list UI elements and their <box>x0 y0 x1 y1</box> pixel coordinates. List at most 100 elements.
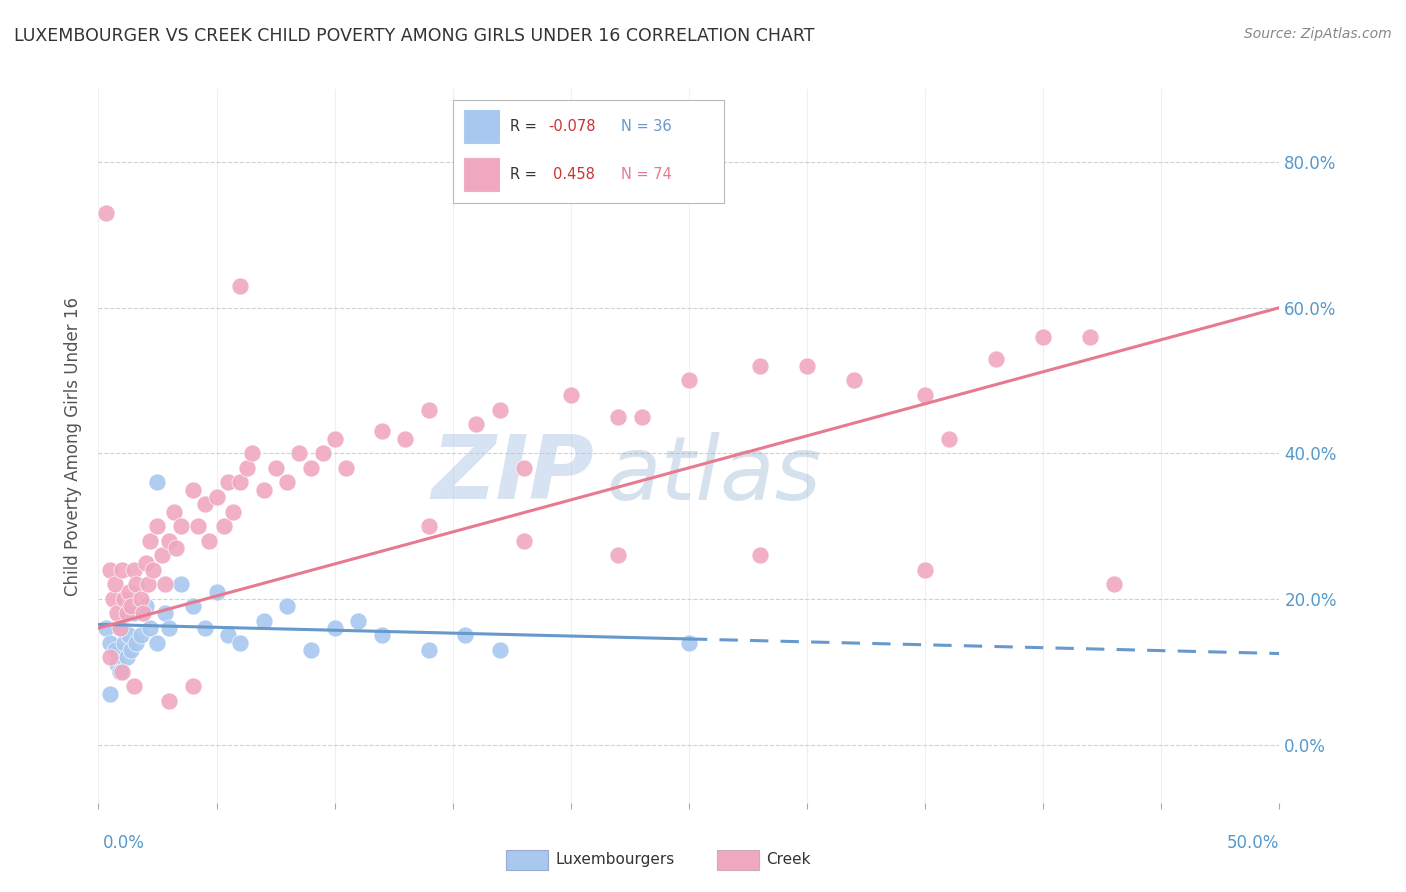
Point <box>914 388 936 402</box>
Point <box>135 556 157 570</box>
Point <box>205 490 228 504</box>
Point <box>796 359 818 373</box>
Point <box>142 563 165 577</box>
Point <box>104 577 127 591</box>
Point <box>323 621 346 635</box>
Point <box>150 548 173 562</box>
Point <box>217 475 239 490</box>
Point <box>844 374 866 388</box>
Point <box>105 657 128 672</box>
Point <box>129 628 152 642</box>
Point <box>323 432 346 446</box>
Point <box>132 607 155 621</box>
Point <box>105 607 128 621</box>
Point <box>938 432 960 446</box>
Point <box>98 687 121 701</box>
Point <box>170 577 193 591</box>
Point <box>121 599 143 614</box>
Point <box>112 635 135 649</box>
Point <box>94 206 117 220</box>
Point <box>194 497 217 511</box>
Point <box>253 483 276 497</box>
Point <box>170 519 193 533</box>
Point <box>136 577 159 591</box>
Point <box>101 591 124 606</box>
Point <box>146 475 169 490</box>
Point <box>108 621 131 635</box>
Point <box>299 460 322 475</box>
Point <box>165 541 187 555</box>
Point <box>276 599 298 614</box>
Text: 50.0%: 50.0% <box>1227 834 1279 852</box>
Text: Source: ZipAtlas.com: Source: ZipAtlas.com <box>1244 27 1392 41</box>
Point <box>157 621 180 635</box>
Point <box>194 621 217 635</box>
Point <box>118 584 141 599</box>
Point <box>129 591 152 606</box>
Point <box>146 519 169 533</box>
Point <box>299 643 322 657</box>
Point <box>205 584 228 599</box>
Point <box>678 374 700 388</box>
Point <box>121 643 143 657</box>
Point <box>371 628 394 642</box>
Point <box>347 614 370 628</box>
Point <box>1080 330 1102 344</box>
Point <box>512 533 534 548</box>
Point <box>115 607 138 621</box>
Point <box>240 446 263 460</box>
Point <box>157 694 180 708</box>
Point <box>914 563 936 577</box>
Point <box>229 278 252 293</box>
Text: atlas: atlas <box>606 432 821 517</box>
Point <box>181 599 204 614</box>
Point <box>139 533 162 548</box>
Point <box>1032 330 1054 344</box>
Point <box>139 621 162 635</box>
Point <box>98 563 121 577</box>
Point <box>418 519 440 533</box>
Point <box>153 577 176 591</box>
Point <box>465 417 488 432</box>
Text: 0.0%: 0.0% <box>103 834 145 852</box>
Point <box>217 628 239 642</box>
Point <box>630 409 652 424</box>
Point <box>157 533 180 548</box>
Point <box>181 483 204 497</box>
Point <box>181 679 204 693</box>
Text: Creek: Creek <box>766 853 811 867</box>
Point <box>489 402 512 417</box>
Point <box>236 460 259 475</box>
Point <box>512 460 534 475</box>
Point <box>153 607 176 621</box>
Point <box>115 650 138 665</box>
Point <box>253 614 276 628</box>
Point <box>453 628 475 642</box>
Point <box>135 599 157 614</box>
Point <box>118 628 141 642</box>
Point <box>94 621 117 635</box>
Point <box>104 643 127 657</box>
Text: LUXEMBOURGER VS CREEK CHILD POVERTY AMONG GIRLS UNDER 16 CORRELATION CHART: LUXEMBOURGER VS CREEK CHILD POVERTY AMON… <box>14 27 814 45</box>
Point <box>418 402 440 417</box>
Point <box>111 563 134 577</box>
Point <box>748 359 770 373</box>
Point <box>607 548 630 562</box>
Text: ZIP: ZIP <box>432 431 595 518</box>
Point <box>222 504 245 518</box>
Point <box>371 425 394 439</box>
Point <box>607 409 630 424</box>
Point <box>122 679 145 693</box>
Point <box>288 446 311 460</box>
Point <box>111 621 134 635</box>
Point <box>264 460 287 475</box>
Point <box>276 475 298 490</box>
Point <box>418 643 440 657</box>
Y-axis label: Child Poverty Among Girls Under 16: Child Poverty Among Girls Under 16 <box>65 296 83 596</box>
Point <box>125 635 148 649</box>
Point <box>122 607 145 621</box>
Point <box>146 635 169 649</box>
Point <box>560 388 582 402</box>
Point <box>984 351 1007 366</box>
Point <box>678 635 700 649</box>
